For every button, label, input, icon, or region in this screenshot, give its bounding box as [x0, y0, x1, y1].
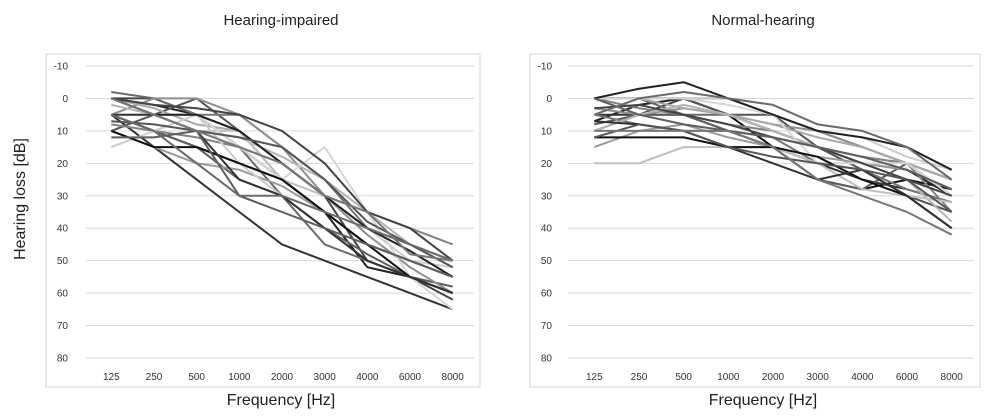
series-line: [111, 97, 454, 262]
series-line: [593, 97, 953, 191]
x-tick-label: 8000: [442, 372, 465, 383]
series-line: [594, 129, 953, 236]
x-tick-label: 8000: [941, 372, 964, 383]
chart-panel-0: -10 0 10 20 30 40 50 60 70 80 125 250 500 1000 2000 300…: [45, 53, 481, 388]
x-tick-label: 6000: [399, 372, 422, 383]
y-tick-label: 30: [541, 191, 553, 202]
x-tick-label: 250: [631, 372, 648, 383]
x-tick-label: 2000: [271, 372, 294, 383]
y-tick-label: 60: [541, 289, 553, 300]
series-line: [594, 113, 952, 204]
series-line: [594, 136, 953, 230]
y-tick-label: 50: [541, 256, 553, 267]
x-tick-label: 4000: [356, 372, 379, 383]
series-line: [111, 120, 454, 269]
y-tick-label: 50: [57, 256, 69, 267]
y-tick-label: 10: [541, 126, 553, 137]
y-tick-label: 0: [62, 94, 68, 105]
x-axis-title-right: Frequency [Hz]: [708, 392, 818, 409]
y-tick-label: -10: [54, 62, 69, 73]
series-line: [594, 97, 953, 181]
series-line: [594, 113, 952, 204]
plot-frame: [529, 53, 981, 388]
y-tick-label: 70: [57, 321, 69, 332]
x-tick-label: 500: [188, 372, 205, 383]
x-axis-title-left: Frequency [Hz]: [226, 392, 336, 409]
x-tick-label: 4000: [851, 372, 874, 383]
series-line: [110, 129, 454, 295]
y-tick-label: 80: [541, 354, 553, 365]
series-line: [110, 113, 454, 311]
y-tick-label: 30: [57, 191, 69, 202]
y-tick-label: 80: [57, 354, 69, 365]
chart-panel-1: -10 0 10 20 30 40 50 60 70 80 125 250 500 1000 2000 300…: [529, 53, 981, 388]
y-tick-label: 20: [541, 159, 553, 170]
x-tick-label: 250: [146, 372, 163, 383]
series-line: [110, 97, 453, 262]
x-tick-label: 3000: [807, 372, 830, 383]
x-tick-label: 2000: [762, 372, 785, 383]
y-tick-label: 40: [541, 224, 553, 235]
series-line: [111, 129, 454, 278]
series-line: [594, 81, 953, 171]
series-line: [593, 91, 953, 181]
y-tick-label: -10: [538, 62, 553, 73]
x-tick-label: 125: [103, 372, 120, 383]
series-line: [111, 123, 454, 246]
x-tick-label: 125: [586, 372, 603, 383]
y-tick-label: 20: [57, 159, 69, 170]
y-tick-label: 10: [57, 126, 69, 137]
y-tick-label: 60: [57, 289, 69, 300]
x-tick-label: 3000: [314, 372, 337, 383]
x-tick-label: 6000: [896, 372, 919, 383]
x-tick-label: 1000: [717, 372, 740, 383]
y-tick-label: 0: [546, 94, 552, 105]
x-tick-label: 1000: [228, 372, 251, 383]
x-tick-label: 500: [675, 372, 692, 383]
series-line: [594, 123, 953, 213]
series-line: [594, 146, 952, 204]
plot-frame: [45, 53, 481, 388]
y-tick-label: 70: [541, 321, 553, 332]
y-tick-label: 40: [57, 224, 69, 235]
series-line: [111, 113, 454, 295]
panel-title-hearing-impaired: Hearing-impaired: [223, 12, 339, 29]
panel-title-normal-hearing: Normal-hearing: [711, 12, 815, 29]
